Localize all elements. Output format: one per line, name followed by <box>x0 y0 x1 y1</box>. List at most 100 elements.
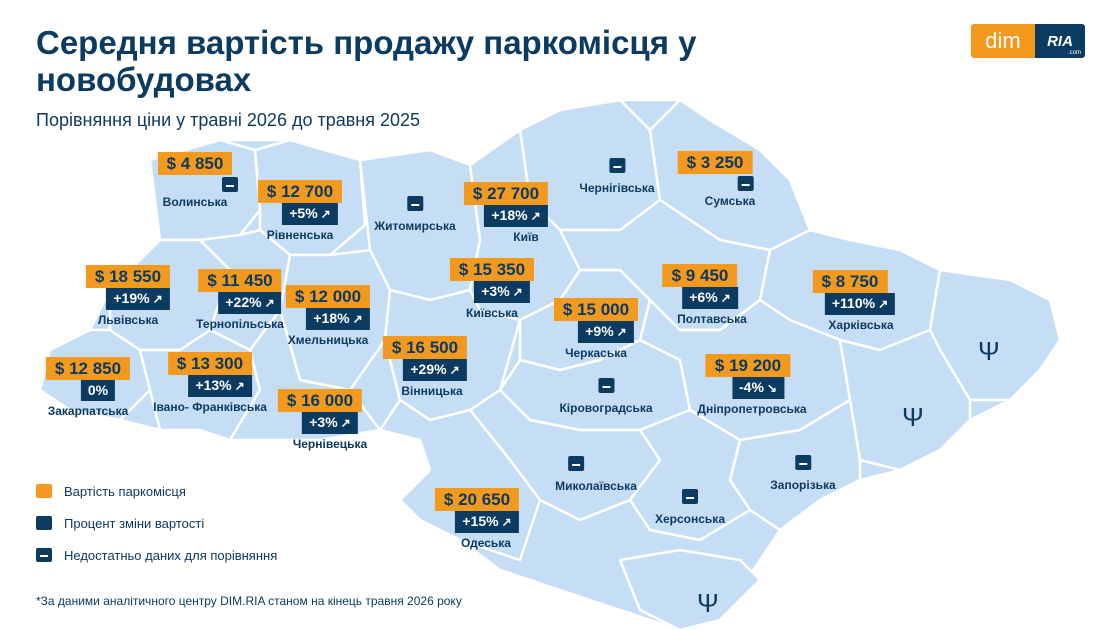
region-name: Київська <box>466 306 518 320</box>
legend-label: Вартість паркомісця <box>64 483 186 499</box>
region-khmelnytska: $ 12 000 +18% ↗ Хмельницька <box>285 285 371 347</box>
region-name: Полтавська <box>677 312 747 326</box>
region-dnipropetrovska: $ 19 200 -4% ↘ Дніпропетровська <box>689 354 807 416</box>
region-chernihivska: Чернігівська <box>579 158 655 195</box>
region-name: Черкаська <box>565 346 627 360</box>
arrow-up-right-icon: ↗ <box>616 325 627 339</box>
change-label: +13% ↗ <box>188 375 252 397</box>
legend-item-nodata: Недостатньо даних для порівняння <box>36 546 277 564</box>
map-region-kherson <box>628 408 752 542</box>
region-name: Івано- Франківська <box>153 400 267 414</box>
no-data-icon <box>737 176 754 191</box>
arrow-up-right-icon: ↗ <box>878 297 889 311</box>
change-label: +18% ↗ <box>484 205 548 227</box>
region-mykolaivska: Миколаївська <box>555 456 637 493</box>
arrow-up-right-icon: ↗ <box>152 292 163 306</box>
region-lvivska: $ 18 550 +19% ↗ Львівська <box>85 265 171 327</box>
arrow-down-right-icon: ↘ <box>766 381 777 395</box>
region-name: Чернівецька <box>292 437 368 451</box>
price-label: $ 12 850 <box>45 357 131 380</box>
arrow-up-right-icon: ↗ <box>720 291 731 305</box>
price-label: $ 4 850 <box>157 152 233 175</box>
logo-ria: RIA .com <box>1035 24 1085 58</box>
change-label: +6% ↗ <box>682 287 738 309</box>
region-ternopilska: $ 11 450 +22% ↗ Тернопільська <box>196 269 284 331</box>
price-label: $ 8 750 <box>812 270 888 293</box>
region-vinnytska: $ 16 500 +29% ↗ Вінницька <box>382 336 468 398</box>
region-kirovohradska: Кіровоградська <box>559 378 653 415</box>
change-label: +22% ↗ <box>218 292 282 314</box>
region-chernivetska: $ 16 000 +3% ↗ Чернівецька <box>273 389 367 451</box>
legend: Вартість паркомісця Процент зміни вартос… <box>36 482 277 578</box>
dim-ria-logo[interactable]: dim RIA .com <box>971 24 1087 58</box>
arrow-up-right-icon: ↗ <box>530 209 541 223</box>
legend-label: Процент зміни вартості <box>64 515 205 531</box>
region-zakarpatska: $ 12 850 0% Закарпатська <box>45 357 131 418</box>
change-label: +3% ↗ <box>474 281 530 303</box>
price-label: $ 15 350 <box>449 258 535 281</box>
change-label: +15% ↗ <box>455 511 519 533</box>
price-label: $ 15 000 <box>553 298 639 321</box>
region-kyivska: $ 15 350 +3% ↗ Київська <box>449 258 535 320</box>
change-label: +19% ↗ <box>106 288 170 310</box>
arrow-up-right-icon: ↗ <box>320 207 331 221</box>
region-sumska: $ 3 250 Сумська <box>675 151 756 208</box>
trident-icon: Ψ <box>978 336 1000 366</box>
region-poltavska: $ 9 450 +6% ↗ Полтавська <box>653 264 747 326</box>
legend-swatch-nodata <box>36 548 52 562</box>
region-name: Сумська <box>704 194 756 208</box>
legend-item-price: Вартість паркомісця <box>36 482 277 500</box>
region-name: Одеська <box>461 536 511 550</box>
no-data-icon <box>407 196 423 211</box>
no-data-icon <box>682 489 698 504</box>
change-label: +5% ↗ <box>282 203 338 225</box>
price-label: $ 16 500 <box>382 336 468 359</box>
legend-swatch-change <box>36 516 52 530</box>
region-name: Рівненська <box>266 228 334 242</box>
arrow-up-right-icon: ↗ <box>352 312 363 326</box>
region-rivnenska: $ 12 700 +5% ↗ Рівненська <box>257 180 343 242</box>
region-name: Дніпропетровська <box>697 402 807 416</box>
region-name: Волинська <box>162 195 228 209</box>
map-region-crimea <box>618 548 762 630</box>
region-khersonska: Херсонська <box>655 489 725 526</box>
arrow-up-right-icon: ↗ <box>234 379 245 393</box>
arrow-up-right-icon: ↗ <box>449 363 460 377</box>
region-name: Тернопільська <box>196 317 284 331</box>
region-name: Львівська <box>97 313 159 327</box>
arrow-up-right-icon: ↗ <box>340 416 351 430</box>
region-name: Закарпатська <box>47 404 129 418</box>
change-label: +9% ↗ <box>578 321 634 343</box>
region-cherkaska: $ 15 000 +9% ↗ Черкаська <box>553 298 639 360</box>
region-name: Київ <box>513 230 539 244</box>
region-name: Миколаївська <box>555 479 637 493</box>
price-label: $ 27 700 <box>463 182 549 205</box>
no-data-icon <box>608 158 625 173</box>
legend-swatch-price <box>36 484 52 498</box>
change-label: +3% ↗ <box>302 412 358 434</box>
no-data-icon <box>567 456 584 471</box>
region-name: Вінницька <box>401 384 463 398</box>
legend-item-change: Процент зміни вартості <box>36 514 277 532</box>
price-label: $ 11 450 <box>198 269 282 292</box>
logo-dim: dim <box>971 24 1035 58</box>
no-data-icon <box>795 455 811 470</box>
price-label: $ 20 650 <box>434 488 520 511</box>
region-kharkivska: $ 8 750 +110% ↗ Харківська <box>805 270 896 332</box>
price-label: $ 12 000 <box>285 285 371 308</box>
region-name: Чернігівська <box>579 181 655 195</box>
region-ivano-frankivska: $ 13 300 +13% ↗ Івано- Франківська <box>153 352 267 414</box>
price-label: $ 19 200 <box>705 354 791 377</box>
no-data-icon <box>222 177 238 192</box>
arrow-up-right-icon: ↗ <box>512 285 523 299</box>
region-zaporizka: Запорізька <box>770 455 836 492</box>
region-zhytomyrska: Житомирська <box>374 196 456 233</box>
price-label: $ 3 250 <box>677 151 753 174</box>
change-label: 0% <box>80 380 116 401</box>
trident-icon: Ψ <box>902 402 924 432</box>
arrow-up-right-icon: ↗ <box>264 296 275 310</box>
arrow-up-right-icon: ↗ <box>501 515 512 529</box>
change-label: +29% ↗ <box>403 359 467 381</box>
region-name: Житомирська <box>374 219 456 233</box>
price-label: $ 18 550 <box>85 265 171 288</box>
